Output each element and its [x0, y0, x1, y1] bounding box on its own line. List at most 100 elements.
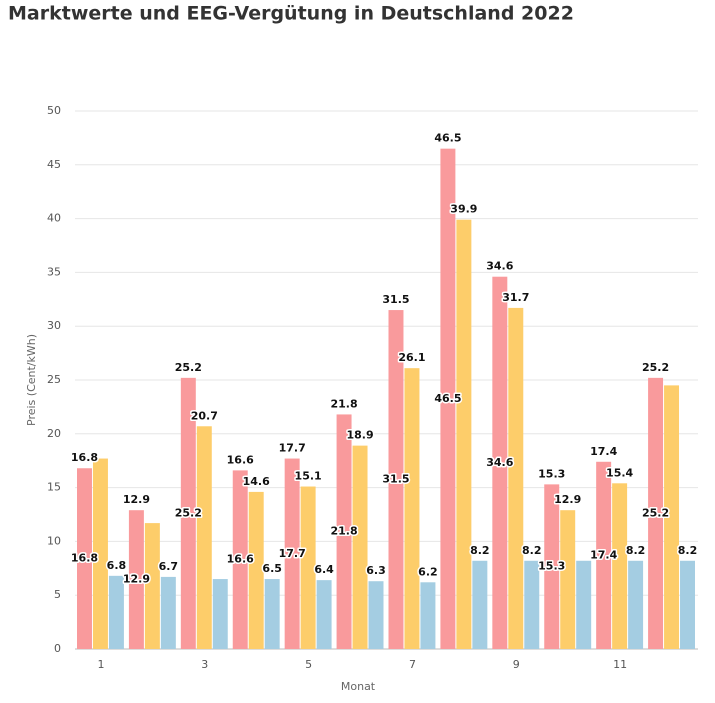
value-label: 25.2 — [175, 506, 202, 519]
bar — [404, 368, 420, 649]
x-tick-label: 5 — [305, 658, 312, 671]
bar — [524, 560, 540, 649]
value-label: 21.8 — [330, 525, 357, 538]
bar — [284, 458, 300, 649]
value-label: 17.7 — [279, 547, 306, 560]
value-label: 20.7 — [191, 409, 218, 422]
value-label: 8.2 — [470, 544, 490, 557]
bar — [420, 582, 436, 649]
bar — [352, 445, 368, 649]
value-label: 25.2 — [642, 361, 669, 374]
value-label: 25.2 — [175, 361, 202, 374]
bar — [456, 219, 472, 649]
value-label: 16.6 — [227, 453, 254, 466]
bar — [264, 579, 280, 649]
bar — [664, 385, 680, 649]
y-tick-label: 20 — [47, 427, 61, 440]
value-label: 16.6 — [227, 553, 254, 566]
bar — [212, 579, 228, 649]
chart-title: Marktwerte und EEG-Vergütung in Deutschl… — [8, 3, 574, 25]
x-tick-label: 1 — [97, 658, 104, 671]
value-label: 34.6 — [486, 456, 513, 469]
y-tick-label: 10 — [47, 534, 61, 547]
bar — [128, 510, 144, 649]
value-label: 12.9 — [123, 493, 150, 506]
value-label: 26.1 — [398, 351, 425, 364]
bar — [596, 461, 612, 649]
x-axis-title: Monat — [341, 680, 376, 693]
bar — [316, 580, 332, 649]
value-label: 6.7 — [159, 560, 179, 573]
bar — [180, 377, 196, 649]
bar — [648, 377, 664, 649]
bar — [680, 560, 695, 649]
value-label: 15.4 — [606, 466, 633, 479]
bar — [92, 458, 108, 649]
bar — [576, 560, 592, 649]
y-tick-label: 50 — [47, 104, 61, 117]
value-label: 16.8 — [71, 451, 98, 464]
bar — [472, 560, 488, 649]
bar — [248, 491, 264, 649]
bar — [628, 560, 644, 649]
y-tick-label: 30 — [47, 319, 61, 332]
bar — [144, 523, 160, 649]
value-label: 31.5 — [382, 293, 409, 306]
y-tick-label: 5 — [54, 588, 61, 601]
value-label: 18.9 — [346, 429, 373, 442]
x-tick-label: 11 — [613, 658, 627, 671]
y-tick-label: 0 — [54, 642, 61, 655]
value-label: 15.1 — [295, 470, 322, 483]
value-label: 8.2 — [678, 544, 698, 557]
bar — [77, 468, 92, 649]
bar — [300, 486, 316, 649]
bar — [612, 483, 628, 649]
bar — [492, 276, 508, 649]
bar — [160, 576, 176, 649]
value-label: 6.8 — [107, 559, 127, 572]
value-label: 15.3 — [538, 467, 565, 480]
bar — [368, 581, 384, 649]
value-label: 14.6 — [243, 475, 270, 488]
value-label: 34.6 — [486, 260, 513, 273]
bar — [336, 414, 352, 649]
y-tick-label: 35 — [47, 265, 61, 278]
value-label: 6.4 — [314, 563, 334, 576]
bar — [560, 510, 576, 649]
value-label: 17.4 — [590, 445, 617, 458]
x-tick-label: 9 — [513, 658, 520, 671]
y-axis-title: Preis (Cent/kWh) — [25, 334, 38, 426]
value-label: 15.3 — [538, 560, 565, 573]
value-label: 6.3 — [366, 564, 386, 577]
bar — [544, 484, 560, 649]
bar — [440, 148, 456, 649]
value-label: 12.9 — [123, 573, 150, 586]
bar — [508, 307, 524, 649]
value-label: 17.7 — [279, 442, 306, 455]
bar — [196, 426, 212, 649]
bar — [108, 575, 124, 649]
value-label: 8.2 — [522, 544, 542, 557]
value-label: 46.5 — [434, 392, 461, 405]
value-label: 6.2 — [418, 565, 438, 578]
value-label: 6.5 — [262, 562, 282, 575]
value-label: 16.8 — [71, 552, 98, 565]
x-tick-label: 3 — [201, 658, 208, 671]
value-label: 31.5 — [382, 473, 409, 486]
y-tick-label: 15 — [47, 481, 61, 494]
value-label: 39.9 — [450, 203, 477, 216]
bar — [388, 310, 404, 649]
value-label: 25.2 — [642, 506, 669, 519]
y-tick-label: 40 — [47, 212, 61, 225]
value-label: 31.7 — [502, 291, 529, 304]
value-label: 12.9 — [554, 493, 581, 506]
value-label: 17.4 — [590, 548, 617, 561]
value-label: 8.2 — [626, 544, 646, 557]
value-label: 46.5 — [434, 132, 461, 145]
y-tick-label: 45 — [47, 158, 61, 171]
y-tick-label: 25 — [47, 373, 61, 386]
value-label: 21.8 — [330, 397, 357, 410]
x-tick-label: 7 — [409, 658, 416, 671]
bar — [232, 470, 248, 649]
